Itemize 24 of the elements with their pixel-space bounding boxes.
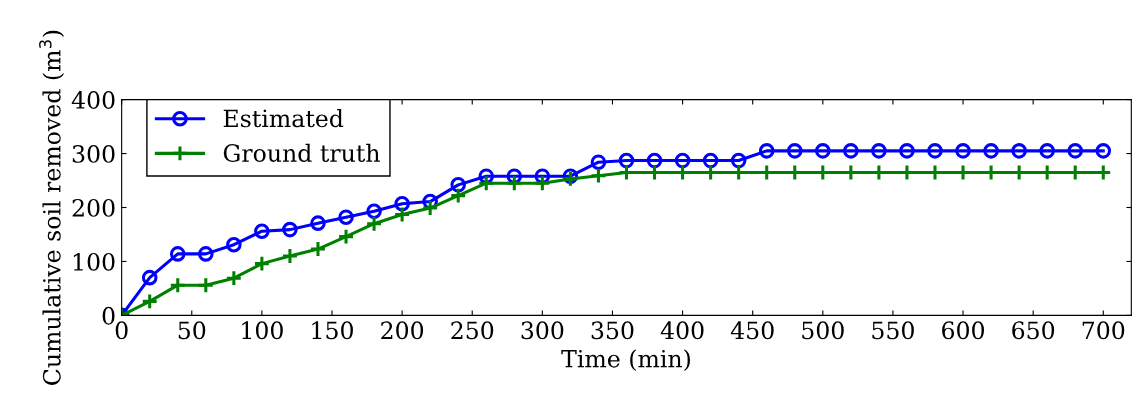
x-tick-label: 300 <box>521 321 564 340</box>
x-tick-label: 350 <box>591 321 634 340</box>
x-axis-title: Time (min) <box>561 349 690 371</box>
y-tick-label: 0 <box>102 306 115 325</box>
y-axis-title: Cumulative soil removed (m$^{3}$) <box>39 30 65 385</box>
y-tick-label: 100 <box>73 252 115 271</box>
x-tick-label: 150 <box>312 321 353 340</box>
x-tick-label: 600 <box>942 321 984 340</box>
legend-label: Ground truth <box>223 143 380 162</box>
x-tick-label: 100 <box>242 321 283 340</box>
x-tick-label: 650 <box>1012 321 1055 340</box>
x-tick-label: 250 <box>451 321 494 340</box>
x-tick-label: 0 <box>115 321 128 340</box>
x-tick-label: 500 <box>802 321 844 340</box>
x-tick-label: 50 <box>178 321 206 340</box>
legend-label: Estimated <box>223 109 344 128</box>
x-tick-label: 200 <box>381 321 424 340</box>
y-tick-label: 200 <box>72 198 115 217</box>
x-tick-label: 450 <box>730 321 774 340</box>
y-tick-label: 300 <box>72 145 115 163</box>
y-tick-label: 400 <box>71 91 115 109</box>
x-tick-label: 550 <box>872 321 914 340</box>
x-tick-label: 700 <box>1082 321 1125 340</box>
x-tick-label: 400 <box>660 321 704 340</box>
